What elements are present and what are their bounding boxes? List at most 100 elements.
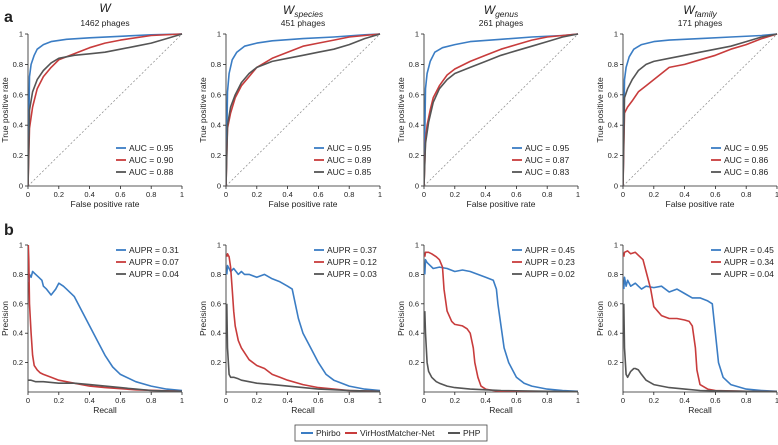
chart-b3-series-0 (424, 258, 579, 392)
chart-a3-xtick-label: 0.8 (542, 190, 552, 199)
chart-a3-series-2 (424, 33, 579, 186)
chart-b2: 0 0.2 0.4 0.6 0.8 1 0.2 0.4 0.6 0.8 1 Recall Precisi… (198, 241, 382, 416)
chart-a2-xtick-label: 0.4 (282, 190, 292, 199)
chart-a4-series-2 (623, 33, 778, 186)
chart-b2-ytick-label: 0.8 (211, 270, 221, 279)
chart-a1-legend-label-1: AUC = 0.90 (129, 155, 173, 165)
chart-a4-xtick-label: 0.2 (649, 190, 659, 199)
chart-a3-series-0 (424, 33, 579, 186)
plots-container: W 1462 phages 0 0.2 0.4 0.6 0.8 1 0 0.2 0.4 0.6 0.8 1… (0, 1, 778, 415)
chart-a2-xtick-label: 0 (224, 190, 228, 199)
chart-b1-xtick-label: 0.6 (115, 396, 125, 405)
chart-a1-subtitle: 1462 phages (80, 18, 129, 28)
chart-b4-legend-label-1: AUPR = 0.34 (724, 257, 774, 267)
chart-b3-ytick-label: 1 (415, 241, 419, 250)
chart-a3-xlabel: False positive rate (467, 199, 536, 209)
chart-b1: 0 0.2 0.4 0.6 0.8 1 0.2 0.4 0.6 0.8 1 Recall Precisi… (0, 241, 184, 416)
chart-a2-diagonal (225, 33, 381, 187)
chart-a2-legend-label-2: AUC = 0.85 (327, 167, 371, 177)
chart-a3-diagonal (423, 33, 579, 187)
chart-b2-xtick-label: 0 (224, 396, 228, 405)
chart-a1-title: W (99, 1, 112, 15)
chart-b4-ytick-label: 0.2 (608, 358, 618, 367)
chart-a3-xtick-label: 1 (576, 190, 580, 199)
chart-a2-xtick-label: 1 (378, 190, 382, 199)
chart-a3-xtick-label: 0.2 (450, 190, 460, 199)
chart-a2-series-2 (226, 33, 381, 186)
chart-a4-ytick-label: 0.8 (608, 60, 618, 69)
chart-a1-xtick-label: 0 (26, 190, 30, 199)
chart-b4-legend-label-2: AUPR = 0.04 (724, 269, 774, 279)
chart-a4-xtick-label: 0.8 (741, 190, 751, 199)
chart-b4-xtick-label: 0.4 (679, 396, 689, 405)
chart-a1-series-1 (28, 33, 183, 186)
chart-b1-xtick-label: 0.4 (84, 396, 94, 405)
chart-a4-xtick-label: 0.4 (679, 190, 689, 199)
chart-a3-ytick-label: 0.2 (409, 151, 419, 160)
chart-b4-series-1 (623, 250, 778, 392)
chart-a4-xtick-label: 1 (775, 190, 778, 199)
bottom-legend-label-vhm: VirHostMatcher-Net (360, 428, 435, 438)
chart-a3-ylabel: True positive rate (396, 77, 406, 143)
chart-a3-xtick-label: 0.4 (480, 190, 490, 199)
chart-a1-ylabel: True positive rate (0, 77, 10, 143)
chart-a1-legend-label-0: AUC = 0.95 (129, 143, 173, 153)
chart-a3-subtitle: 261 phages (479, 18, 523, 28)
chart-b2-ytick-label: 0.6 (211, 299, 221, 308)
chart-b4-xtick-label: 1 (775, 396, 778, 405)
panel-label-a: a (4, 9, 13, 26)
chart-b4-ytick-label: 0.8 (608, 270, 618, 279)
chart-a4-ytick-label: 0.2 (608, 151, 618, 160)
chart-a2-title: Wspecies (283, 3, 324, 19)
chart-b2-xtick-label: 0.4 (282, 396, 292, 405)
chart-a2-xlabel: False positive rate (269, 199, 338, 209)
chart-a3-ytick-label: 0.6 (409, 90, 419, 99)
panel-label-b: b (4, 222, 14, 239)
chart-a2-xtick-label: 0.8 (344, 190, 354, 199)
chart-b4-series-0 (623, 276, 778, 392)
chart-a4-series-1 (623, 33, 778, 186)
chart-a2-ytick-label: 1 (217, 30, 221, 39)
chart-b1-ytick-label: 1 (19, 241, 23, 250)
chart-a4-xtick-label: 0.6 (710, 190, 720, 199)
chart-b1-xtick-label: 0.8 (146, 396, 156, 405)
chart-a4-ytick-label: 0.6 (608, 90, 618, 99)
chart-b4-series-2 (623, 303, 778, 392)
chart-a4-diagonal (622, 33, 778, 187)
chart-b1-series-1 (28, 244, 183, 392)
chart-b1-ytick-label: 0.8 (13, 270, 23, 279)
chart-b3-xtick-label: 0.2 (450, 396, 460, 405)
bottom-legend: Phirbo VirHostMatcher-Net PHP (294, 424, 488, 442)
chart-a3-ytick-label: 0.8 (409, 60, 419, 69)
chart-a3-ytick-label: 0.4 (409, 121, 419, 130)
chart-b3-ytick-label: 0.4 (409, 329, 419, 338)
chart-a4-xtick-label: 0 (621, 190, 625, 199)
chart-a1-ytick-label: 0.2 (13, 151, 23, 160)
chart-b3: 0 0.2 0.4 0.6 0.8 1 0.2 0.4 0.6 0.8 1 Recall Precisi… (396, 241, 580, 416)
chart-a3-ytick-label: 0 (415, 182, 419, 191)
chart-a1-xlabel: False positive rate (71, 199, 140, 209)
chart-a3-series-1 (424, 33, 579, 186)
chart-b4-xtick-label: 0.8 (741, 396, 751, 405)
chart-a2-legend-label-0: AUC = 0.95 (327, 143, 371, 153)
chart-b2-series-0 (226, 264, 381, 392)
chart-a1-xtick-label: 1 (180, 190, 184, 199)
chart-b2-legend-label-2: AUPR = 0.03 (327, 269, 377, 279)
chart-a2-xtick-label: 0.2 (252, 190, 262, 199)
chart-b3-ytick-label: 0.8 (409, 270, 419, 279)
chart-a4-ytick-label: 1 (614, 30, 618, 39)
chart-b3-ylabel: Precision (396, 301, 406, 336)
chart-a4-subtitle: 171 phages (678, 18, 722, 28)
bottom-legend-box (294, 424, 488, 442)
chart-b1-legend-label-2: AUPR = 0.04 (129, 269, 179, 279)
chart-a1-xtick-label: 0.4 (84, 190, 94, 199)
chart-b4-ylabel: Precision (595, 301, 605, 336)
chart-a3-legend-label-1: AUC = 0.87 (525, 155, 569, 165)
chart-a3-xtick-label: 0 (422, 190, 426, 199)
chart-b2-series-2 (226, 303, 381, 392)
chart-b2-legend-label-0: AUPR = 0.37 (327, 245, 377, 255)
chart-b2-ytick-label: 0.4 (211, 329, 221, 338)
chart-b1-xtick-label: 0.2 (54, 396, 64, 405)
